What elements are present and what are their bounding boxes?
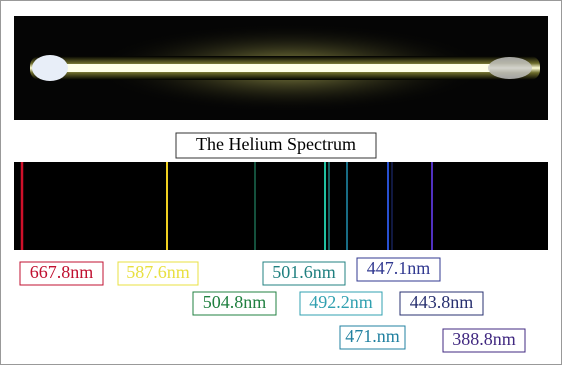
wavelength-label: 388.8nm (452, 329, 516, 349)
title: The Helium Spectrum (196, 134, 356, 154)
wavelength-label: 504.8nm (203, 292, 267, 312)
wavelength-label: 443.8nm (410, 292, 474, 312)
tube-photo (14, 16, 548, 120)
wavelength-label: 587.6nm (126, 262, 190, 282)
page: The Helium Spectrum 667.8nm 587.6nm 501.6n… (0, 0, 562, 365)
spectrum (14, 162, 548, 250)
wavelength-label: 501.6nm (272, 262, 336, 282)
wavelength-label: 471.nm (345, 326, 400, 346)
wavelength-label: 492.2nm (309, 292, 373, 312)
wavelength-label: 667.8nm (30, 262, 94, 282)
wavelength-label: 447.1nm (367, 258, 431, 278)
